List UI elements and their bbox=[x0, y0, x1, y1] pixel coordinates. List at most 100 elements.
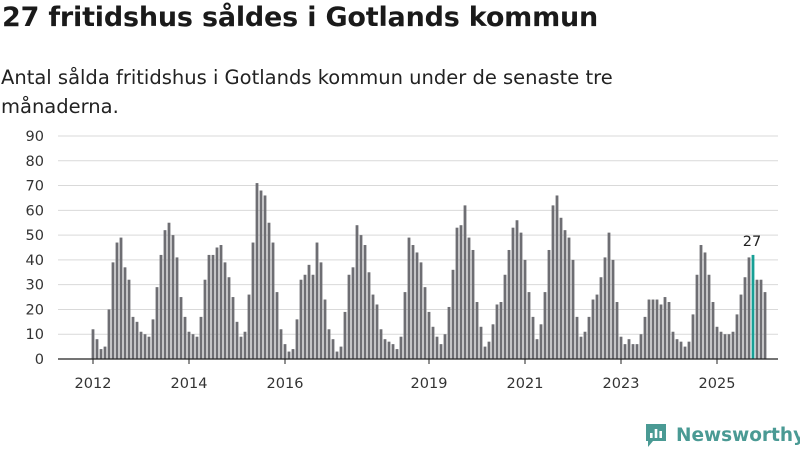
bar bbox=[139, 331, 143, 359]
x-tick-label: 2014 bbox=[171, 376, 208, 392]
bar bbox=[743, 277, 747, 359]
bar bbox=[227, 277, 231, 359]
bar bbox=[343, 311, 347, 359]
bar bbox=[247, 294, 251, 359]
bar bbox=[431, 326, 435, 359]
bar bbox=[323, 299, 327, 359]
bar bbox=[231, 297, 235, 359]
bar bbox=[519, 232, 523, 359]
bar bbox=[611, 259, 615, 359]
bar bbox=[747, 257, 751, 359]
bar bbox=[635, 344, 639, 359]
bar bbox=[599, 277, 603, 359]
chart-title: 27 fritidshus såldes i Gotlands kommun bbox=[2, 2, 599, 33]
bar bbox=[763, 292, 767, 359]
bar bbox=[155, 287, 159, 359]
y-tick-label: 20 bbox=[26, 302, 44, 318]
bar bbox=[631, 344, 635, 359]
bar bbox=[595, 294, 599, 359]
bar bbox=[411, 245, 415, 359]
bar bbox=[451, 269, 455, 359]
bar bbox=[527, 292, 531, 359]
bar bbox=[507, 249, 511, 359]
bar bbox=[543, 292, 547, 359]
y-tick-label: 10 bbox=[26, 327, 44, 343]
bar bbox=[475, 302, 479, 359]
bar bbox=[663, 297, 667, 359]
x-tick-label: 2012 bbox=[75, 376, 112, 392]
bar bbox=[407, 237, 411, 359]
bar bbox=[575, 316, 579, 359]
bar bbox=[251, 242, 255, 359]
bar bbox=[119, 237, 123, 359]
bar bbox=[207, 254, 211, 359]
newsworthy-logo-icon bbox=[646, 424, 666, 447]
bar bbox=[547, 249, 551, 359]
bar bbox=[619, 336, 623, 359]
bar bbox=[491, 324, 495, 359]
bar bbox=[107, 309, 111, 359]
bar bbox=[387, 341, 391, 359]
bar bbox=[131, 316, 135, 359]
bar bbox=[355, 225, 359, 359]
bar bbox=[495, 304, 499, 359]
bar bbox=[455, 227, 459, 359]
bar bbox=[259, 190, 263, 359]
bar bbox=[159, 254, 163, 359]
bar bbox=[459, 225, 463, 359]
bar bbox=[219, 245, 223, 359]
bar bbox=[679, 341, 683, 359]
bar bbox=[523, 259, 527, 359]
bar bbox=[439, 344, 443, 359]
bar bbox=[567, 237, 571, 359]
bar bbox=[383, 339, 387, 359]
bar bbox=[299, 279, 303, 359]
bar bbox=[175, 257, 179, 359]
bar bbox=[699, 245, 703, 359]
bar bbox=[535, 339, 539, 359]
y-tick-label: 0 bbox=[35, 352, 44, 368]
bar bbox=[759, 279, 763, 359]
bar bbox=[723, 334, 727, 359]
bar bbox=[375, 304, 379, 359]
bar bbox=[115, 242, 119, 359]
bar bbox=[311, 274, 315, 359]
bar bbox=[639, 334, 643, 359]
bar bbox=[735, 314, 739, 359]
bar bbox=[347, 274, 351, 359]
bar bbox=[287, 351, 291, 359]
bar bbox=[467, 237, 471, 359]
bar bbox=[255, 183, 259, 359]
bar bbox=[683, 346, 687, 359]
bar bbox=[183, 316, 187, 359]
bar bbox=[471, 249, 475, 359]
bar bbox=[727, 334, 731, 359]
bar bbox=[463, 205, 467, 359]
bar bbox=[623, 344, 627, 359]
bar bbox=[587, 316, 591, 359]
bar bbox=[335, 351, 339, 359]
bar bbox=[351, 267, 355, 359]
bar bbox=[267, 222, 271, 359]
bar bbox=[579, 336, 583, 359]
bar bbox=[327, 329, 331, 359]
x-tick-label: 2023 bbox=[603, 376, 640, 392]
bar bbox=[199, 316, 203, 359]
bar bbox=[651, 299, 655, 359]
bar bbox=[135, 321, 139, 359]
bar bbox=[191, 334, 195, 359]
bar bbox=[211, 254, 215, 359]
bar bbox=[539, 324, 543, 359]
bar bbox=[515, 220, 519, 359]
bar bbox=[187, 331, 191, 359]
bar bbox=[415, 252, 419, 359]
bar bbox=[239, 336, 243, 359]
bar bbox=[399, 336, 403, 359]
bar bbox=[707, 274, 711, 359]
bar bbox=[235, 321, 239, 359]
bar bbox=[403, 292, 407, 359]
x-tick-label: 2025 bbox=[699, 376, 736, 392]
bar bbox=[511, 227, 515, 359]
bar bbox=[667, 302, 671, 359]
bar bbox=[583, 331, 587, 359]
